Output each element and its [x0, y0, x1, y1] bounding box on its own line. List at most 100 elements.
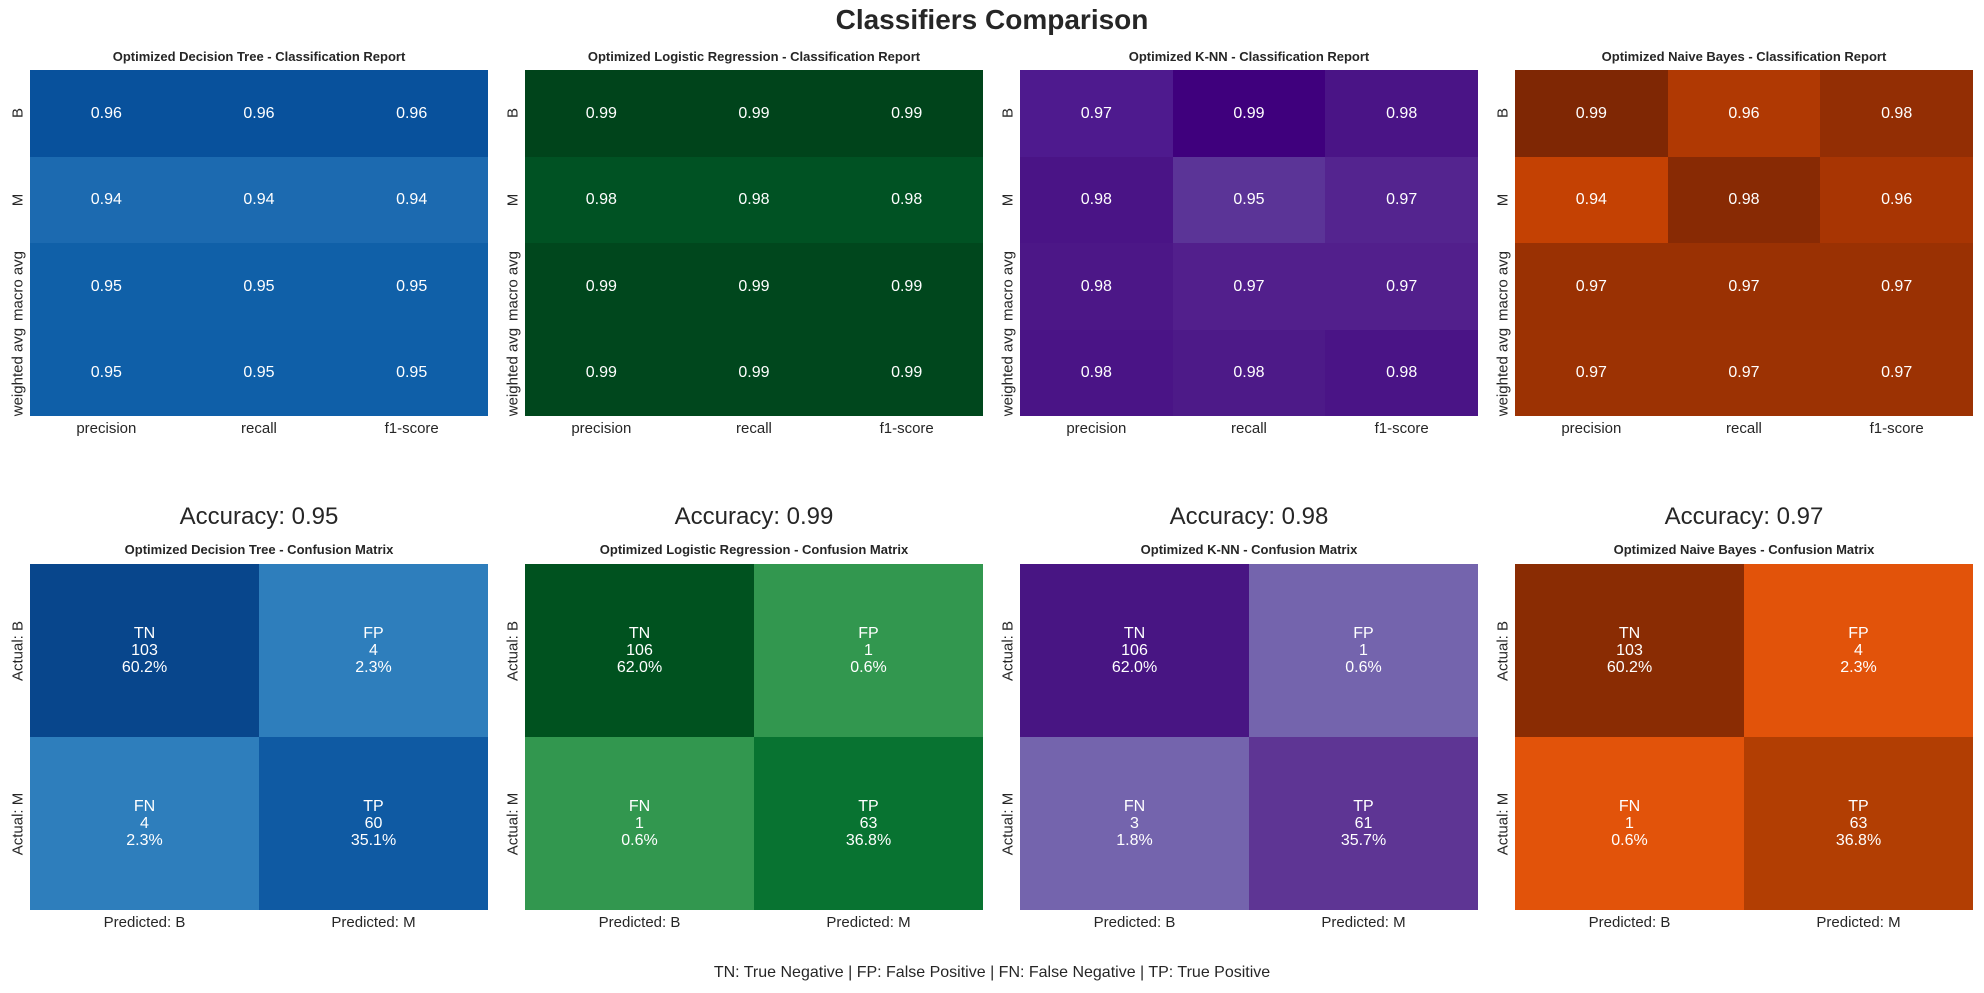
- report-y-tick: macro avg: [504, 251, 521, 322]
- report-cell: 0.97: [1325, 243, 1478, 330]
- report-cell: 0.97: [1020, 70, 1173, 157]
- report-cell-value: 0.95: [243, 277, 275, 295]
- confusion-cell: FP 1 0.6%: [1249, 564, 1478, 737]
- report-cell: 0.95: [335, 243, 488, 330]
- confusion-cell-count: 103: [1616, 642, 1643, 659]
- confusion-cell-count: 106: [1121, 642, 1148, 659]
- report-cell-value: 0.97: [1575, 277, 1607, 295]
- confusion-cell-text: TN 106 62.0%: [617, 625, 662, 676]
- confusion-cell: TP 61 35.7%: [1249, 737, 1478, 910]
- report-y-tick: macro avg: [999, 251, 1016, 322]
- report-title: Optimized Decision Tree - Classification…: [112, 49, 406, 64]
- report-cell-value: 0.95: [243, 364, 275, 382]
- report-cell-value: 0.99: [1575, 104, 1607, 122]
- report-cell-value: 0.96: [1728, 104, 1760, 122]
- report-cell: 0.99: [830, 243, 983, 330]
- confusion-cell-text: FN 1 0.6%: [621, 798, 657, 849]
- report-cell: 0.99: [830, 70, 983, 157]
- confusion-cell: FN 3 1.8%: [1020, 737, 1249, 910]
- report-cell-value: 0.99: [738, 277, 770, 295]
- report-cell-value: 0.97: [1881, 364, 1913, 382]
- confusion-cell-pct: 36.8%: [845, 832, 892, 849]
- accuracy-label: Accuracy: 0.99: [674, 503, 834, 530]
- report-cell-value: 0.99: [738, 104, 770, 122]
- confusion-cell-text: TN 106 62.0%: [1112, 625, 1157, 676]
- report-cell: 0.97: [1820, 243, 1973, 330]
- report-x-tick: precision: [76, 420, 137, 437]
- confusion-cell-text: FN 1 0.6%: [1611, 798, 1647, 849]
- confusion-cell: TN 106 62.0%: [525, 564, 754, 737]
- confusion-cell-pct: 2.3%: [126, 832, 163, 849]
- confusion-cell-count: 60: [364, 815, 383, 832]
- confusion-cell-count: 1: [1625, 815, 1634, 832]
- confusion-cell-text: TP 63 36.8%: [1836, 798, 1881, 849]
- report-cell: 0.95: [335, 329, 488, 416]
- report-cell-value: 0.97: [1386, 277, 1418, 295]
- confusion-cell-label: TP: [1353, 798, 1374, 815]
- confusion-cell-label: TP: [858, 798, 879, 815]
- confusion-cell-count: 63: [859, 815, 878, 832]
- confusion-cell-text: FP 4 2.3%: [355, 625, 391, 676]
- report-cell: 0.96: [30, 70, 183, 157]
- confusion-x-tick: Predicted: M: [826, 914, 911, 931]
- confusion-cell-pct: 1.8%: [1116, 832, 1153, 849]
- report-cell: 0.98: [1020, 243, 1173, 330]
- report-cell-value: 0.99: [585, 364, 617, 382]
- report-cell-value: 0.95: [396, 277, 428, 295]
- confusion-cell-pct: 35.7%: [1340, 832, 1387, 849]
- confusion-cell-count: 4: [140, 815, 149, 832]
- report-cell: 0.98: [1325, 70, 1478, 157]
- report-y-tick: weighted avg: [504, 327, 521, 416]
- report-cell: 0.96: [1820, 156, 1973, 243]
- confusion-y-tick: Actual: M: [9, 792, 26, 855]
- confusion-cell: FN 1 0.6%: [525, 737, 754, 910]
- confusion-cell-label: FN: [628, 798, 651, 815]
- report-cell-value: 0.98: [1233, 364, 1265, 382]
- confusion-cell-label: TN: [1618, 625, 1641, 642]
- report-cell-value: 0.97: [1728, 277, 1760, 295]
- confusion-cell-count: 63: [1849, 815, 1868, 832]
- report-cell: 0.98: [1820, 70, 1973, 157]
- confusion-cell: TN 103 60.2%: [30, 564, 259, 737]
- report-y-tick: weighted avg: [999, 327, 1016, 416]
- confusion-cell: FN 4 2.3%: [30, 737, 259, 910]
- confusion-cell-pct: 0.6%: [1345, 659, 1382, 676]
- confusion-cell-pct: 2.3%: [1840, 659, 1877, 676]
- confusion-cell: TP 63 36.8%: [754, 737, 983, 910]
- report-cell: 0.96: [335, 70, 488, 157]
- confusion-y-tick: Actual: B: [504, 620, 521, 681]
- confusion-title: Optimized Logistic Regression - Confusio…: [599, 542, 909, 557]
- accuracy-label: Accuracy: 0.98: [1169, 503, 1329, 530]
- confusion-cell-count: 4: [369, 642, 378, 659]
- confusion-cell-pct: 62.0%: [1111, 659, 1158, 676]
- confusion-cell-pct: 35.1%: [350, 832, 397, 849]
- confusion-cell-count: 1: [864, 642, 873, 659]
- confusion-y-tick: Actual: M: [504, 792, 521, 855]
- report-cell-value: 0.99: [1233, 104, 1265, 122]
- report-cell: 0.98: [1667, 156, 1821, 243]
- report-cell: 0.98: [525, 156, 678, 243]
- report-cell-value: 0.98: [738, 191, 770, 209]
- legend-footer: TN: True Negative | FP: False Positive |…: [713, 964, 1271, 981]
- report-cell-value: 0.97: [1881, 277, 1913, 295]
- accuracy-label: Accuracy: 0.97: [1664, 503, 1824, 530]
- confusion-cell: TP 60 35.1%: [259, 737, 488, 910]
- confusion-x-tick: Predicted: M: [331, 914, 416, 931]
- report-cell: 0.99: [1172, 70, 1326, 157]
- confusion-x-tick: Predicted: B: [103, 914, 186, 931]
- report-x-tick: f1-score: [879, 420, 934, 437]
- report-cell-value: 0.94: [1575, 191, 1607, 209]
- report-y-tick: macro avg: [9, 251, 26, 322]
- confusion-cell-pct: 60.2%: [1606, 659, 1653, 676]
- report-cell-value: 0.94: [243, 191, 275, 209]
- confusion-title: Optimized Naive Bayes - Confusion Matrix: [1613, 542, 1875, 557]
- confusion-cell-pct: 2.3%: [355, 659, 392, 676]
- confusion-cell-pct: 0.6%: [850, 659, 887, 676]
- report-x-tick: precision: [1561, 420, 1622, 437]
- report-cell-value: 0.97: [1575, 364, 1607, 382]
- confusion-cell-text: TP 63 36.8%: [846, 798, 891, 849]
- confusion-cell-label: FP: [858, 625, 879, 642]
- report-y-tick: B: [1494, 108, 1511, 119]
- report-cell: 0.99: [525, 70, 678, 157]
- report-cell-value: 0.98: [1881, 104, 1913, 122]
